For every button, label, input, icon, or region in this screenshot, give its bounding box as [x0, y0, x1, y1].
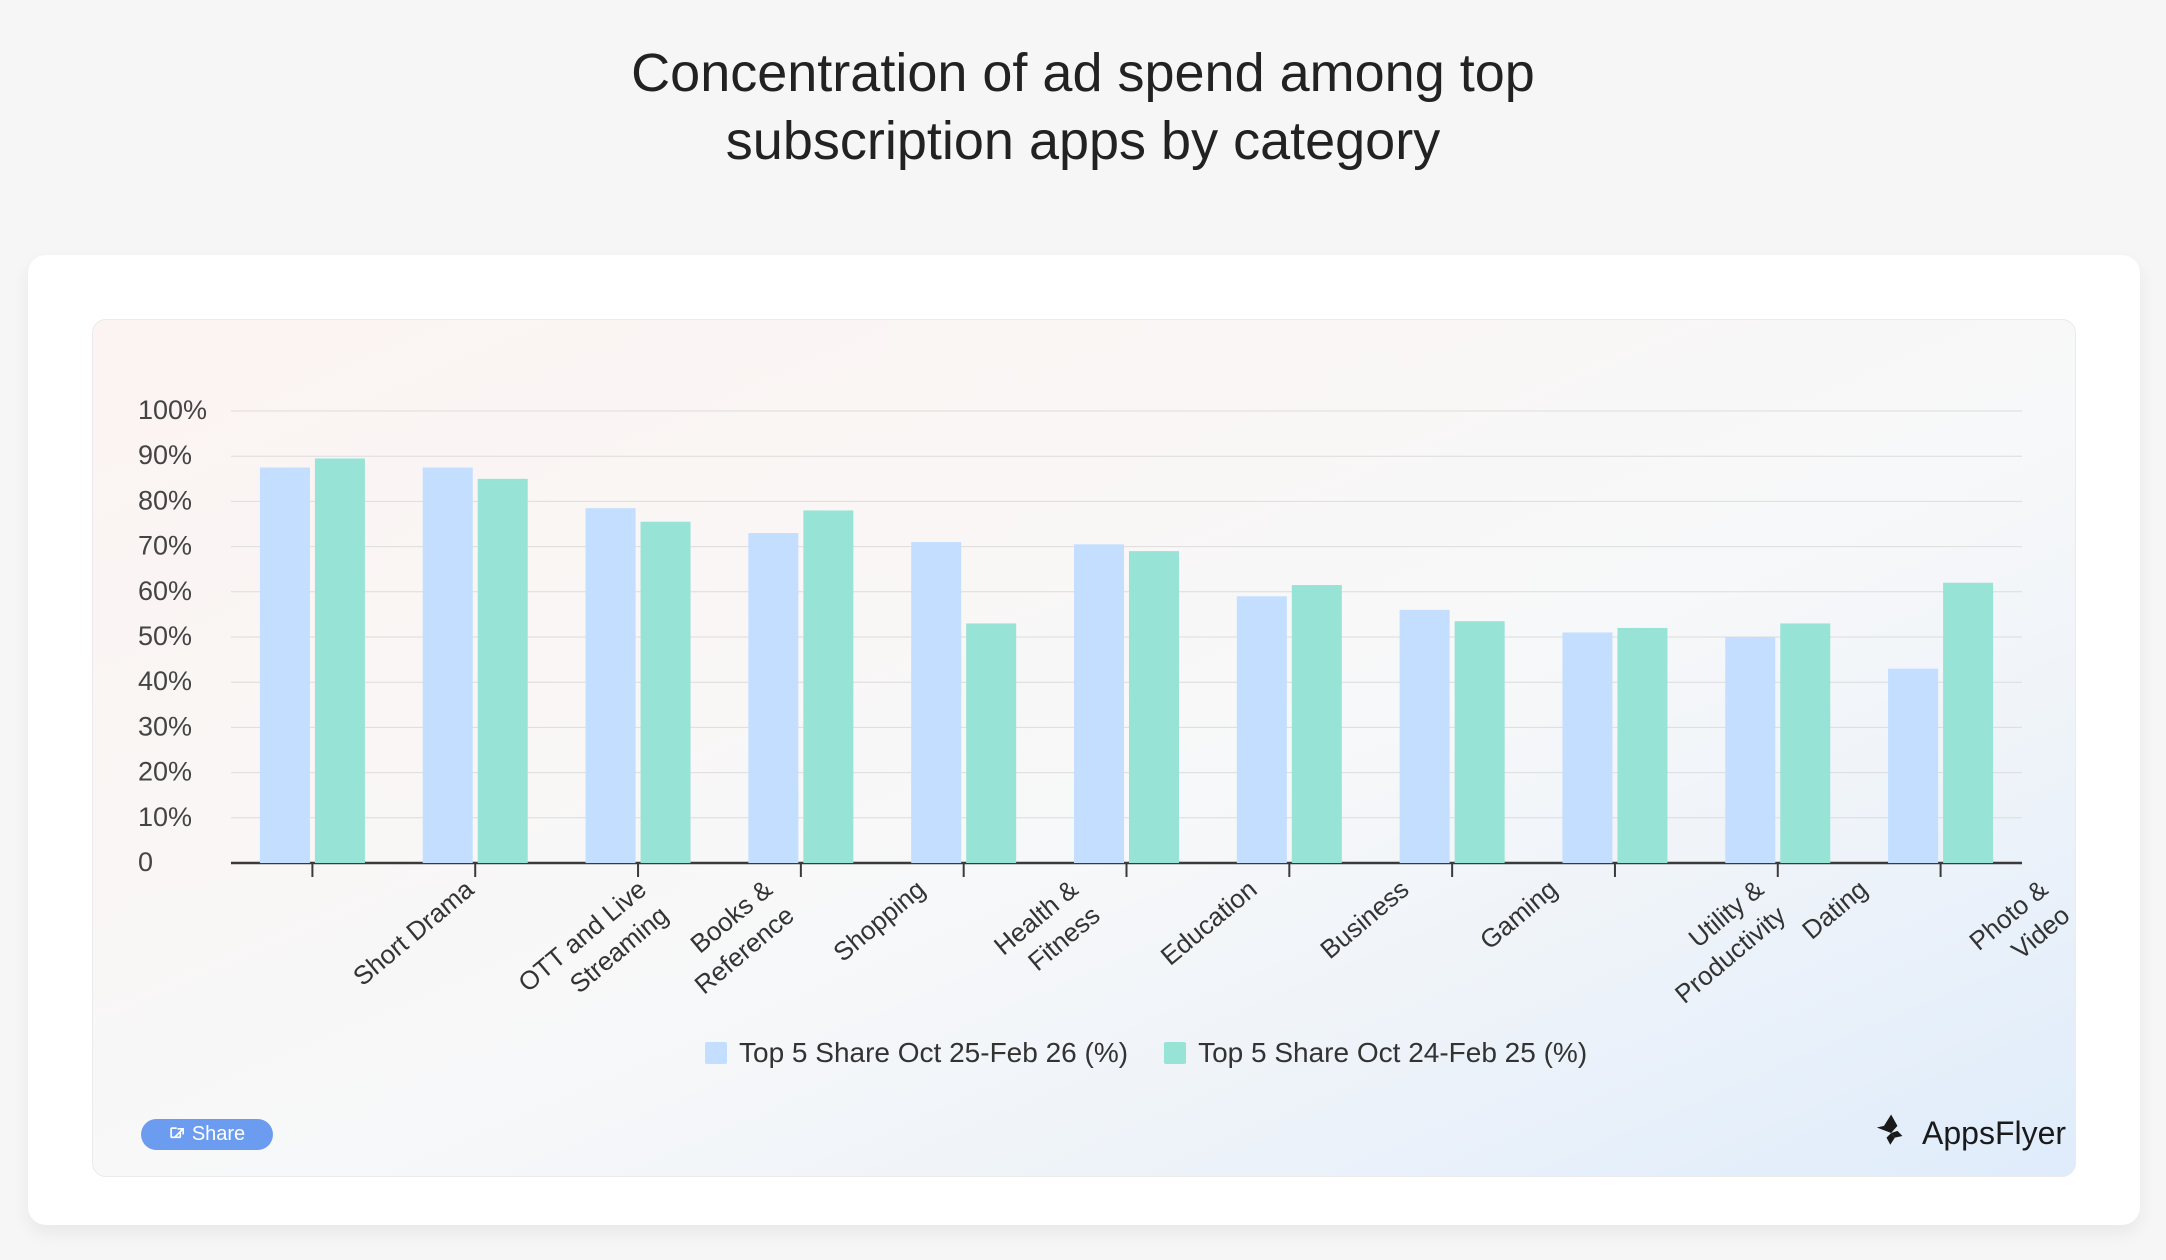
svg-text:10%: 10% [138, 802, 192, 832]
svg-text:60%: 60% [138, 576, 192, 606]
svg-text:100%: 100% [138, 395, 207, 425]
svg-text:80%: 80% [138, 485, 192, 515]
svg-text:30%: 30% [138, 711, 192, 741]
svg-text:70%: 70% [138, 531, 192, 561]
svg-text:40%: 40% [138, 666, 192, 696]
svg-text:50%: 50% [138, 621, 192, 651]
svg-text:90%: 90% [138, 440, 192, 470]
svg-text:20%: 20% [138, 757, 192, 787]
